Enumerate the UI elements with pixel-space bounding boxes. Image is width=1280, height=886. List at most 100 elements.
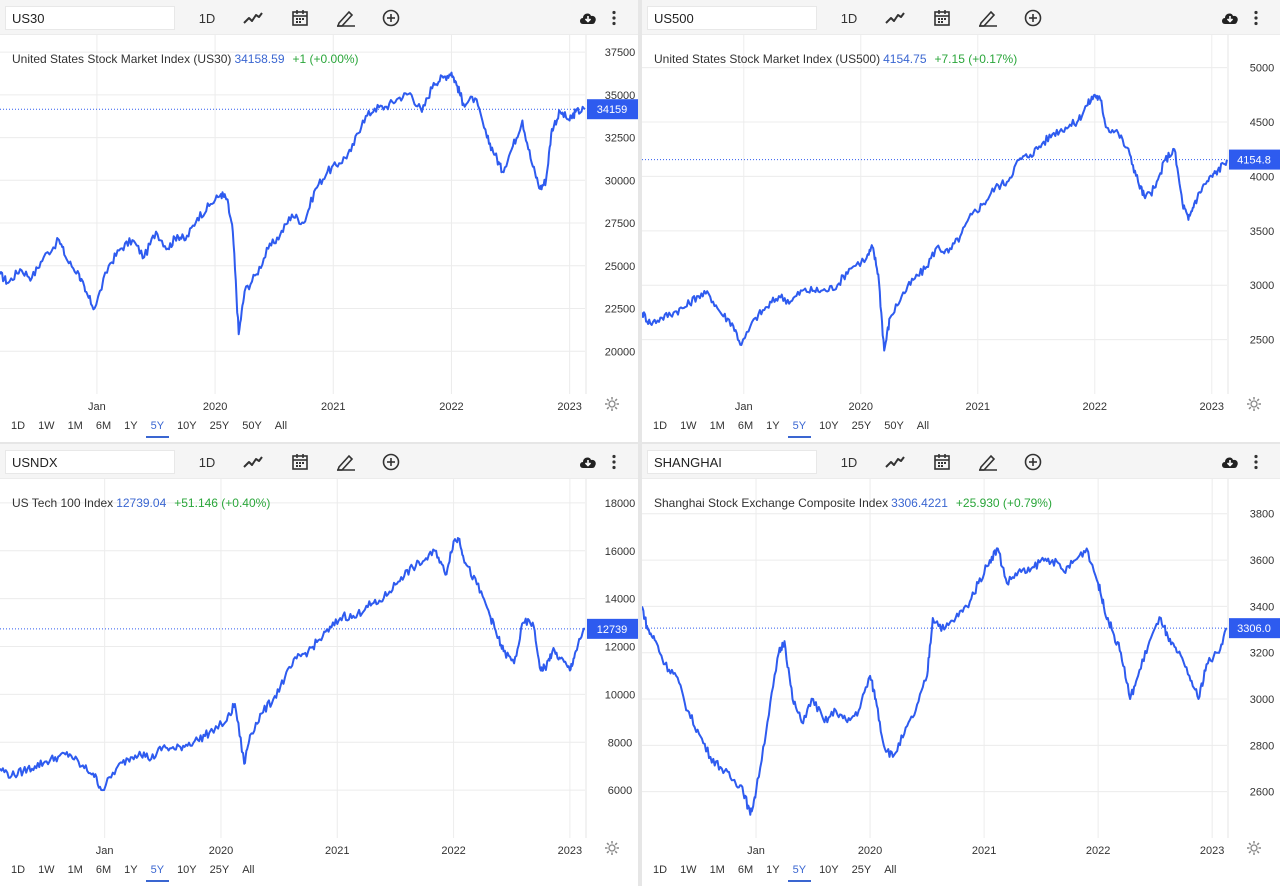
range-button-1y[interactable]: 1Y [766,420,780,432]
range-button-all[interactable]: All [274,420,288,432]
range-button-50y[interactable]: 50Y [242,420,262,432]
add-indicator-icon [382,453,400,471]
download-cloud-icon [1222,457,1238,468]
interval-button[interactable]: 1D [198,454,216,470]
symbol-input[interactable] [5,6,175,30]
range-button-1m[interactable]: 1M [67,420,83,432]
range-button-1w[interactable]: 1W [38,864,55,876]
draw-tool-button[interactable] [975,450,1001,474]
draw-tool-button[interactable] [975,6,1001,30]
draw-tool-button[interactable] [333,6,359,30]
range-button-10y[interactable]: 10Y [177,864,197,876]
last-price-tag [1229,149,1280,170]
range-button-1m[interactable]: 1M [709,864,725,876]
price-chart[interactable]: 2500 3000 3500 4000 4500 5000 Jan 2020 2021 2022 2… [642,0,1280,442]
chart-type-button[interactable] [882,450,908,474]
chart-type-button[interactable] [240,6,266,30]
y-tick-label: 3500 [1250,226,1274,238]
range-button-1y[interactable]: 1Y [124,864,138,876]
chart-panel-us30: 1D 20000 22500 25000 27500 30000 32500 35000 37… [0,0,638,442]
interval-button[interactable]: 1D [840,10,858,26]
settings-gear-icon[interactable] [604,840,620,856]
download-button[interactable] [1217,450,1243,474]
range-button-1d[interactable]: 1D [11,420,26,432]
range-button-50y[interactable]: 50Y [884,420,904,432]
range-button-1y[interactable]: 1Y [124,420,138,432]
range-button-all[interactable]: All [242,864,255,876]
y-tick-label: 27500 [605,218,636,230]
x-tick-label: 2023 [557,401,581,413]
range-button-1d[interactable]: 1D [653,864,668,876]
symbol-input[interactable] [647,450,817,474]
chart-type-button[interactable] [882,6,908,30]
y-tick-label: 3400 [1250,601,1274,613]
y-tick-label: 2800 [1250,740,1274,752]
legend-change: +7.15 (+0.17%) [934,52,1018,66]
range-button-10y[interactable]: 10Y [819,864,839,876]
draw-pencil-icon [336,10,355,27]
price-series-line [0,537,585,792]
price-chart[interactable]: 2600 2800 3000 3200 3400 3600 3800 Jan 2020 2021 2… [642,444,1280,886]
x-tick-label: 2021 [325,845,349,857]
chart-type-button[interactable] [240,450,266,474]
range-button-1w[interactable]: 1W [38,420,55,432]
range-button-5y[interactable]: 5Y [787,858,812,882]
range-button-25y[interactable]: 25Y [209,864,230,876]
calendar-button[interactable] [929,450,955,474]
range-button-all[interactable]: All [884,864,897,876]
range-button-6m[interactable]: 6M [95,864,112,876]
y-tick-label: 14000 [605,594,636,606]
calendar-icon [934,10,950,26]
line-chart-icon [243,12,263,24]
x-tick-label: Jan [88,401,106,413]
range-button-25y[interactable]: 25Y [851,420,872,432]
interval-button[interactable]: 1D [840,454,858,470]
range-button-10y[interactable]: 10Y [819,420,839,432]
add-indicator-button[interactable] [1020,6,1046,30]
add-indicator-button[interactable] [1020,450,1046,474]
draw-tool-button[interactable] [333,450,359,474]
range-button-5y[interactable]: 5Y [145,858,170,882]
more-options-button[interactable] [1248,6,1264,30]
settings-gear-icon[interactable] [604,396,620,412]
range-button-25y[interactable]: 25Y [209,420,230,432]
y-tick-label: 3000 [1250,694,1274,706]
calendar-button[interactable] [929,6,955,30]
range-button-6m[interactable]: 6M [737,864,754,876]
calendar-button[interactable] [287,6,313,30]
chart-panel-us500: 1D 2500 3000 3500 4000 4500 5000 Jan 2020 2021 20… [642,0,1280,442]
range-button-all[interactable]: All [916,420,930,432]
range-button-1d[interactable]: 1D [11,864,26,876]
range-button-25y[interactable]: 25Y [851,864,872,876]
price-chart[interactable]: 6000 8000 10000 12000 14000 16000 18000 Jan 2020… [0,444,638,886]
range-button-1w[interactable]: 1W [680,420,697,432]
range-button-5y[interactable]: 5Y [145,414,170,438]
add-indicator-button[interactable] [378,450,404,474]
range-button-1m[interactable]: 1M [67,864,83,876]
symbol-input[interactable] [647,6,817,30]
price-series-line [642,93,1228,352]
download-cloud-icon [1222,13,1238,24]
range-button-10y[interactable]: 10Y [177,420,197,432]
add-indicator-button[interactable] [378,6,404,30]
interval-button[interactable]: 1D [198,10,216,26]
range-button-5y[interactable]: 5Y [787,414,812,438]
y-tick-label: 18000 [605,498,636,510]
more-options-button[interactable] [1248,450,1264,474]
more-options-button[interactable] [606,6,622,30]
symbol-input[interactable] [5,450,175,474]
calendar-button[interactable] [287,450,313,474]
range-button-1w[interactable]: 1W [680,864,697,876]
range-button-1d[interactable]: 1D [653,420,668,432]
download-button[interactable] [575,450,601,474]
more-options-button[interactable] [606,450,622,474]
download-button[interactable] [1217,6,1243,30]
download-button[interactable] [575,6,601,30]
price-chart[interactable]: 20000 22500 25000 27500 30000 32500 35000 37500… [0,0,638,442]
range-button-1m[interactable]: 1M [709,420,725,432]
settings-gear-icon[interactable] [1246,396,1262,412]
range-button-6m[interactable]: 6M [737,420,754,432]
range-button-1y[interactable]: 1Y [766,864,780,876]
range-button-6m[interactable]: 6M [95,420,112,432]
settings-gear-icon[interactable] [1246,840,1262,856]
